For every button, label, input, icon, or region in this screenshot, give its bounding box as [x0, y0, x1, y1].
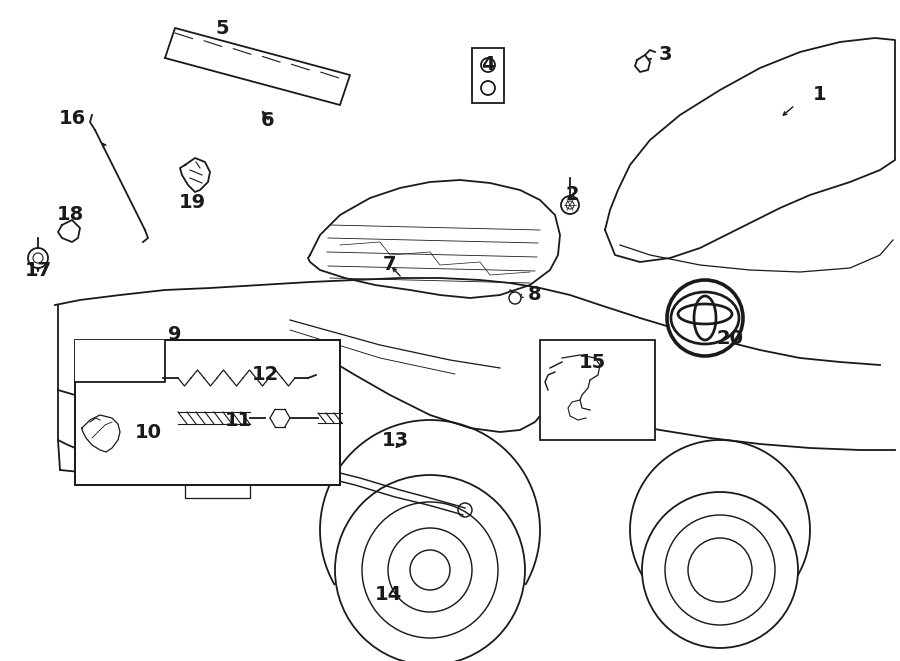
- Circle shape: [667, 280, 743, 356]
- Text: 14: 14: [374, 586, 401, 605]
- Text: 18: 18: [57, 206, 84, 225]
- Bar: [540, 340, 655, 440]
- Circle shape: [509, 292, 521, 304]
- Text: 8: 8: [528, 286, 542, 305]
- Text: 10: 10: [134, 422, 161, 442]
- Bar: [75, 340, 340, 485]
- Text: 5: 5: [215, 19, 229, 38]
- Polygon shape: [185, 455, 250, 498]
- Text: 4: 4: [482, 56, 495, 75]
- Text: 9: 9: [168, 325, 182, 344]
- Polygon shape: [82, 415, 120, 452]
- Circle shape: [642, 492, 798, 648]
- Text: 11: 11: [224, 410, 252, 430]
- Polygon shape: [635, 55, 650, 72]
- Polygon shape: [308, 180, 560, 298]
- Circle shape: [28, 248, 48, 268]
- Polygon shape: [605, 38, 895, 262]
- Text: 1: 1: [814, 85, 827, 104]
- Bar: [472, 48, 504, 103]
- Polygon shape: [180, 158, 210, 192]
- Polygon shape: [165, 28, 350, 105]
- Text: 19: 19: [178, 192, 205, 212]
- Text: 13: 13: [382, 430, 409, 449]
- Circle shape: [561, 196, 579, 214]
- Bar: [75, 340, 165, 382]
- Polygon shape: [58, 220, 80, 242]
- Text: 12: 12: [251, 366, 279, 385]
- Text: 7: 7: [383, 256, 397, 274]
- Text: 17: 17: [24, 260, 51, 280]
- Circle shape: [335, 475, 525, 661]
- Text: 6: 6: [261, 110, 274, 130]
- Text: 2: 2: [565, 186, 579, 204]
- Text: 15: 15: [579, 354, 606, 373]
- Text: 20: 20: [716, 329, 743, 348]
- Text: 16: 16: [58, 108, 86, 128]
- Text: 3: 3: [658, 46, 671, 65]
